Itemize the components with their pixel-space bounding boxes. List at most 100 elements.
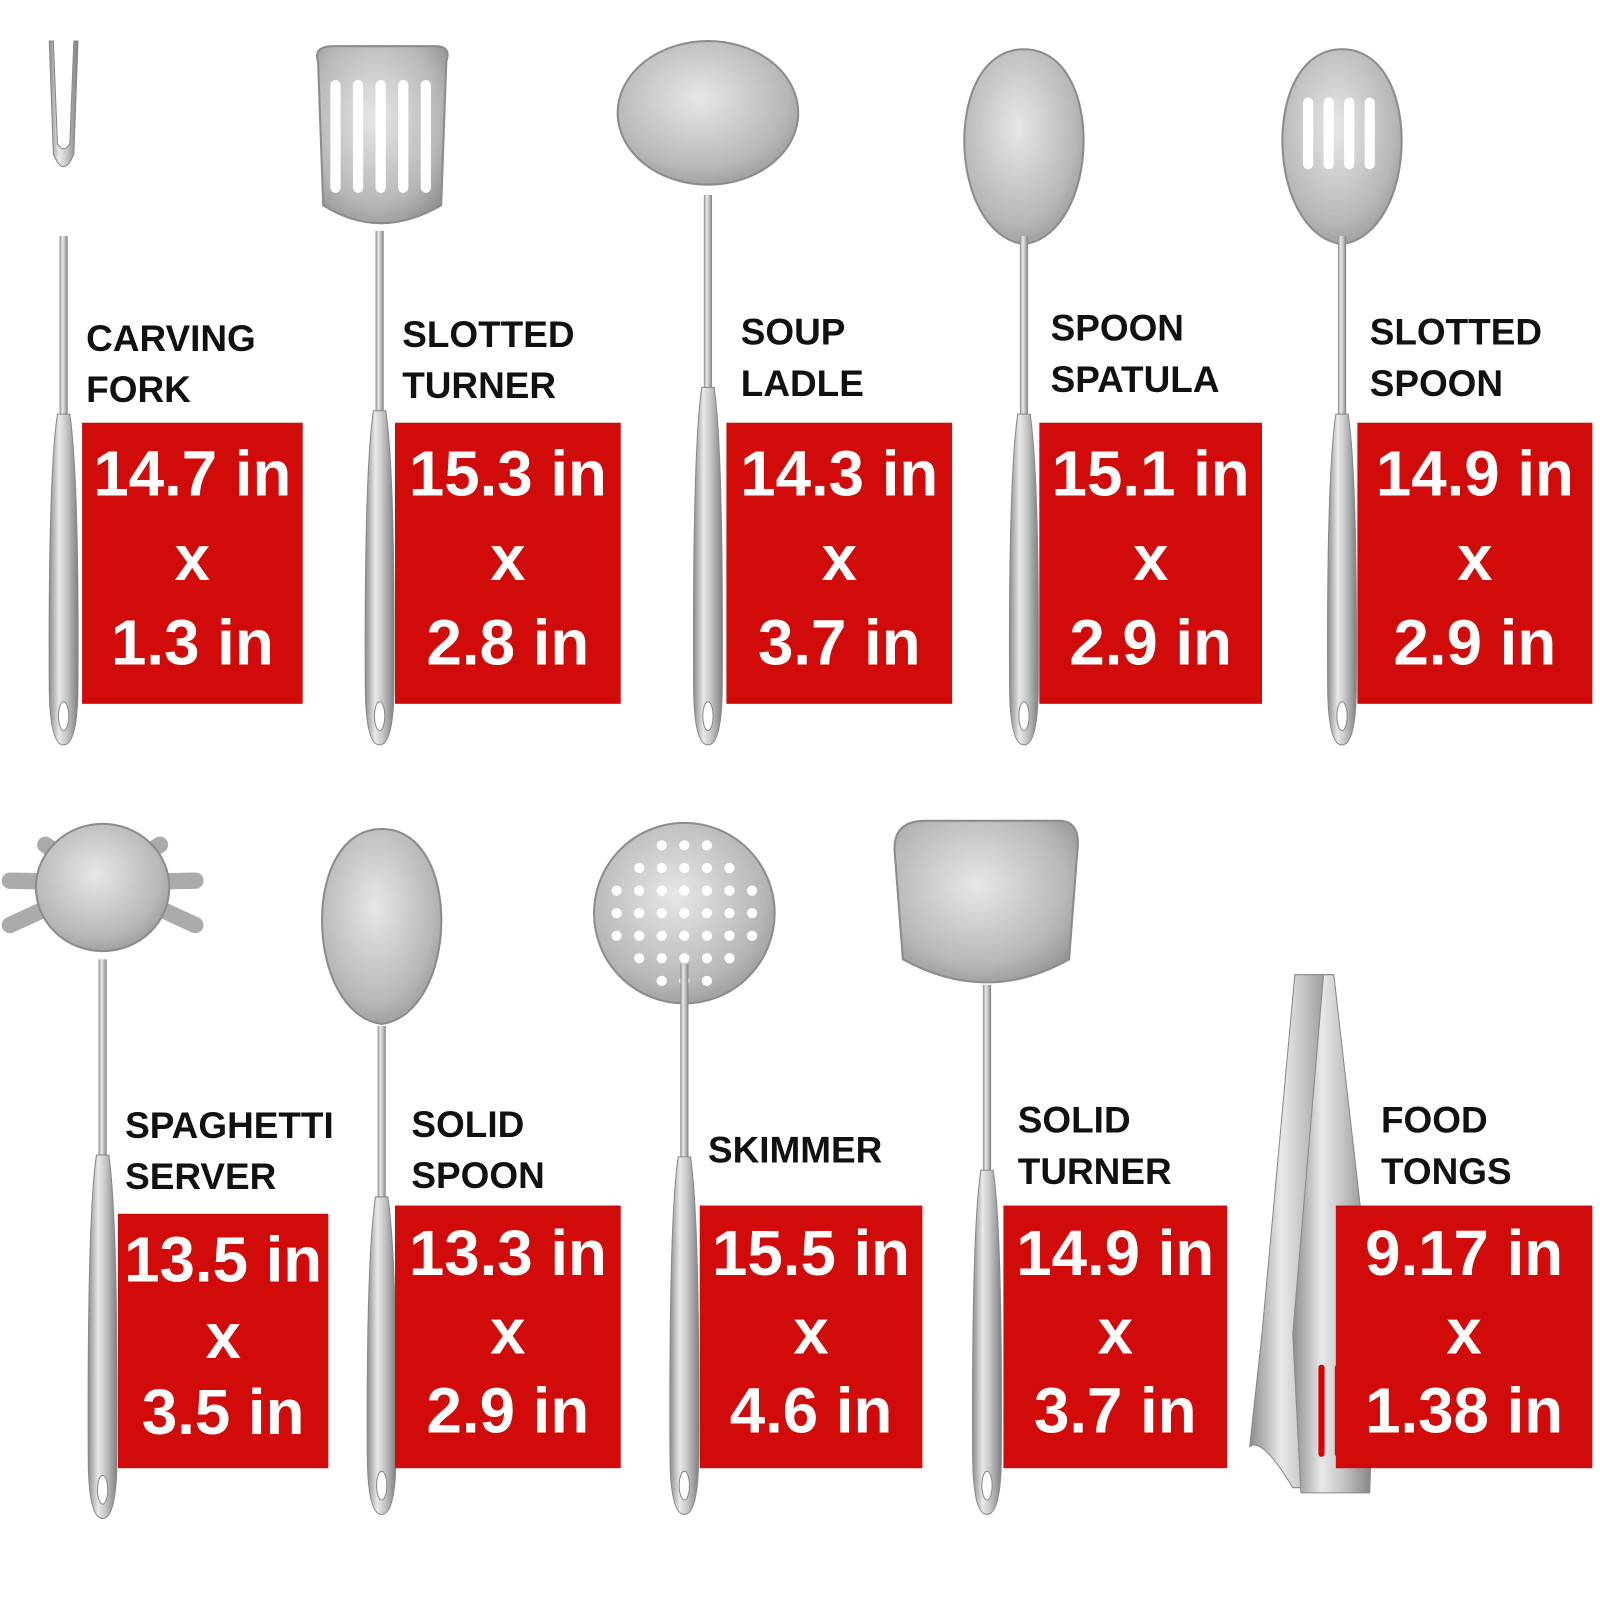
size-text: 14.9 in bbox=[1376, 439, 1574, 510]
hole bbox=[701, 840, 713, 851]
size-text: 2.9 in bbox=[427, 1375, 590, 1446]
size-text: x bbox=[822, 523, 857, 594]
hole bbox=[679, 885, 690, 896]
neck bbox=[680, 964, 689, 1157]
size-text: 3.7 in bbox=[758, 607, 921, 678]
hole bbox=[656, 930, 667, 941]
hole bbox=[679, 908, 690, 919]
slot bbox=[1323, 97, 1334, 170]
utensil-card: SOUP LADLE 14.3 in x 3.7 in bbox=[616, 40, 953, 746]
utensil-name: CARVING bbox=[86, 318, 256, 359]
utensil-card: SLOTTED TURNER 15.3 in x 2.8 in bbox=[316, 45, 621, 746]
hole bbox=[724, 908, 735, 919]
hole bbox=[656, 908, 667, 919]
size-text: 3.7 in bbox=[1034, 1375, 1197, 1446]
size-text: x bbox=[490, 523, 525, 594]
hole bbox=[656, 840, 667, 851]
utensil-name: TURNER bbox=[402, 365, 556, 406]
size-box bbox=[117, 1213, 329, 1469]
hang-hole bbox=[376, 1470, 388, 1501]
neck bbox=[1019, 235, 1029, 415]
hang-hole bbox=[96, 1474, 109, 1505]
size-text: x bbox=[1133, 523, 1168, 594]
size-text: x bbox=[490, 1297, 525, 1368]
size-box bbox=[726, 422, 953, 704]
size-text: 14.3 in bbox=[740, 439, 938, 510]
hole bbox=[701, 975, 713, 986]
hole bbox=[724, 862, 735, 874]
size-text: 2.8 in bbox=[427, 607, 590, 678]
handle bbox=[87, 1154, 118, 1519]
hole bbox=[656, 862, 667, 874]
hole bbox=[611, 930, 622, 941]
utensil-card: CARVING FORK 14.7 in x 1.3 in bbox=[48, 40, 303, 746]
utensil-name: FOOD bbox=[1381, 1100, 1488, 1141]
size-box bbox=[1335, 1205, 1593, 1469]
hole bbox=[679, 930, 690, 941]
hang-hole bbox=[678, 1470, 690, 1501]
utensil-name: LADLE bbox=[741, 363, 864, 404]
utensil-name: SPOON bbox=[1051, 308, 1184, 349]
size-text: 1.3 in bbox=[111, 607, 274, 678]
size-text: 1.38 in bbox=[1365, 1375, 1563, 1446]
slot bbox=[352, 80, 364, 193]
slot bbox=[330, 80, 341, 193]
handle bbox=[669, 1156, 700, 1515]
spoon-bowl bbox=[963, 48, 1085, 246]
utensil-card: SLOTTED SPOON 14.9 in x 2.9 in bbox=[1281, 48, 1593, 746]
hang-hole bbox=[981, 1470, 993, 1501]
hole bbox=[634, 953, 645, 964]
slot bbox=[1344, 97, 1355, 170]
size-text: 14.9 in bbox=[1016, 1218, 1214, 1289]
handle bbox=[692, 386, 723, 746]
hole bbox=[724, 930, 735, 941]
neck bbox=[703, 194, 713, 388]
handle bbox=[366, 1196, 397, 1515]
size-box bbox=[1003, 1205, 1228, 1469]
size-text: 14.7 in bbox=[93, 439, 291, 510]
handle bbox=[972, 1169, 1002, 1515]
size-text: 3.5 in bbox=[142, 1377, 305, 1448]
utensil-name: FORK bbox=[86, 369, 191, 410]
utensil-card: SOLID SPOON 13.3 in x2.9 in bbox=[321, 827, 621, 1515]
hole bbox=[746, 885, 758, 896]
hole bbox=[746, 908, 758, 919]
size-text: 13.5 in bbox=[124, 1224, 322, 1295]
handle bbox=[48, 413, 79, 746]
hole bbox=[611, 885, 622, 896]
size-text: x bbox=[1457, 523, 1492, 594]
hole bbox=[679, 862, 690, 874]
utensil-card: SKIMMER 15.5 in x4.6 in bbox=[593, 821, 923, 1515]
utensil-card: SOLID TURNER 14.9 in x3.7 in bbox=[893, 819, 1228, 1515]
utensil-name: SKIMMER bbox=[708, 1129, 882, 1170]
utensil-name: SPOON bbox=[1370, 363, 1503, 404]
neck bbox=[98, 959, 107, 1156]
handle bbox=[364, 410, 395, 746]
size-text: x bbox=[1098, 1297, 1133, 1368]
neck bbox=[375, 230, 384, 411]
hang-hole bbox=[373, 701, 386, 732]
ladle-bowl bbox=[616, 40, 800, 186]
hole bbox=[701, 930, 713, 941]
hole bbox=[611, 908, 622, 919]
hole bbox=[679, 840, 690, 851]
size-text: 15.3 in bbox=[409, 439, 607, 510]
size-text: x bbox=[793, 1297, 828, 1368]
hang-hole bbox=[57, 701, 70, 732]
layout: CARVING FORK 14.7 in x 1.3 in SLOTTED TURNER 15… bbox=[1, 40, 1593, 1519]
size-text: 9.17 in bbox=[1365, 1218, 1563, 1289]
hole bbox=[701, 953, 713, 964]
utensil-name: SOUP bbox=[741, 312, 846, 353]
size-text: 15.5 in bbox=[712, 1218, 910, 1289]
size-box bbox=[1357, 422, 1593, 704]
utensil-name: SERVER bbox=[125, 1156, 276, 1197]
utensil-card: FOOD TONGS 9.17 in x1.38 in bbox=[1249, 974, 1593, 1494]
hole bbox=[656, 885, 667, 896]
hole bbox=[634, 908, 645, 919]
size-box bbox=[395, 1205, 621, 1469]
turner-head bbox=[893, 819, 1079, 984]
size-box bbox=[82, 422, 303, 704]
slot bbox=[1364, 97, 1375, 170]
hole bbox=[724, 953, 735, 964]
hole bbox=[701, 862, 713, 874]
